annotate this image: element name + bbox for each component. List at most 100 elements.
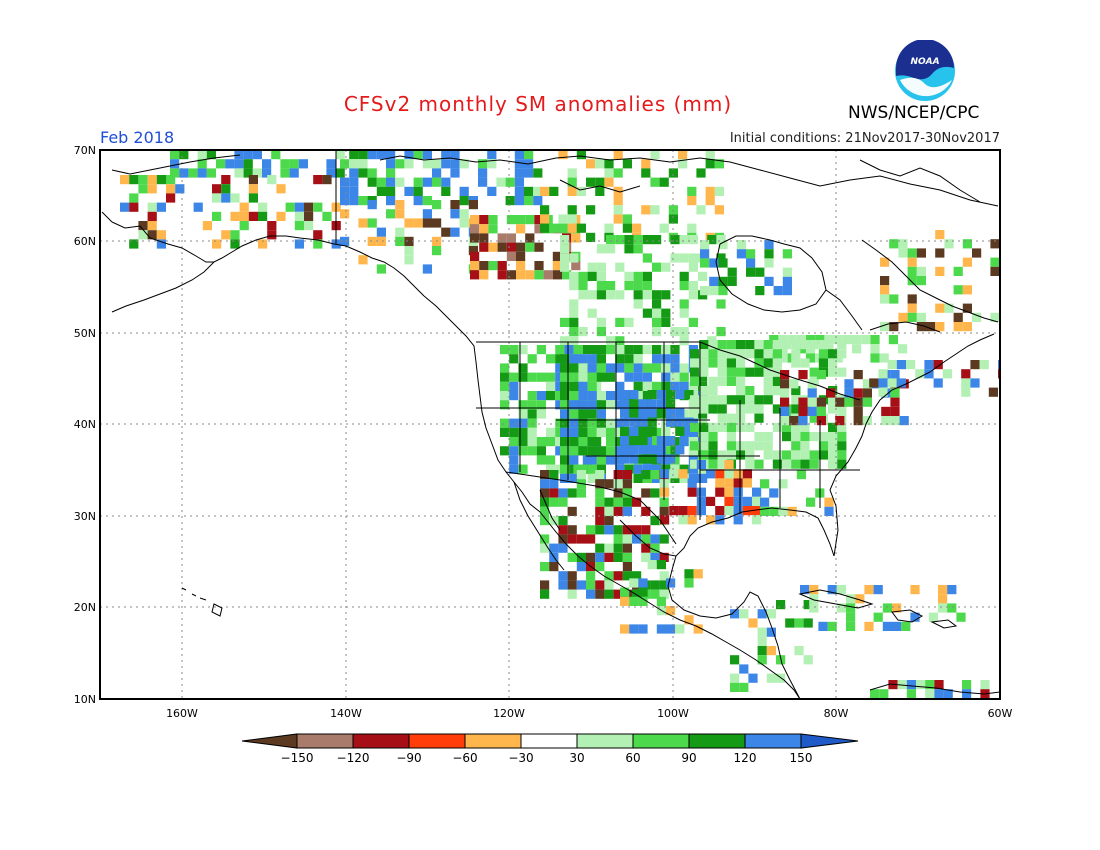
anomaly-cell [864, 585, 874, 595]
anomaly-cells [120, 150, 1000, 699]
anomaly-cell [386, 168, 396, 178]
anomaly-cell [170, 150, 180, 160]
colorbar-box [744, 733, 802, 749]
anomaly-cell [276, 184, 286, 194]
anomaly-cell [404, 159, 414, 169]
anomaly-cell [478, 177, 488, 187]
anomaly-cell [518, 437, 528, 447]
anomaly-cell [604, 580, 614, 590]
anomaly-cell [754, 459, 764, 469]
anomaly-cell [243, 159, 253, 169]
gridlines [100, 150, 1000, 699]
anomaly-cell [670, 327, 680, 337]
anomaly-cell [836, 585, 846, 595]
anomaly-cell [518, 400, 528, 410]
anomaly-cell [763, 358, 773, 368]
anomaly-cell [613, 488, 623, 498]
anomaly-cell [764, 240, 774, 250]
anomaly-cell [633, 363, 643, 373]
anomaly-cell [376, 150, 386, 160]
anomaly-cell [606, 363, 616, 373]
anomaly-cell [650, 150, 660, 160]
anomaly-cell [824, 506, 834, 516]
anomaly-cell [459, 209, 469, 219]
anomaly-cell [772, 376, 782, 386]
anomaly-cell [717, 340, 727, 350]
anomaly-cell [285, 202, 295, 212]
anomaly-cell [595, 159, 605, 169]
anomaly-cell [595, 470, 605, 480]
anomaly-cell [726, 340, 736, 350]
anomaly-cell [613, 168, 623, 178]
anomaly-cell [376, 177, 386, 187]
anomaly-cell [907, 266, 917, 276]
anomaly-cell [479, 261, 489, 271]
anomaly-cell [413, 150, 423, 160]
anomaly-cell [924, 369, 934, 379]
anomaly-cell [536, 345, 546, 355]
colorbar-right-arrow [800, 733, 859, 749]
anomaly-cell [633, 281, 643, 291]
anomaly-cell [666, 454, 676, 464]
anomaly-cell [828, 404, 838, 414]
anomaly-cell [755, 286, 765, 296]
anomaly-cell [807, 406, 817, 416]
anomaly-cell [567, 223, 577, 233]
anomaly-cell [596, 354, 606, 364]
anomaly-cell [688, 409, 698, 419]
anomaly-cell [755, 267, 765, 277]
anomaly-cell [335, 168, 345, 178]
anomaly-cell [708, 376, 718, 386]
anomaly-cell [828, 459, 838, 469]
anomaly-cell [656, 624, 666, 634]
anomaly-cell [659, 177, 669, 187]
anomaly-cell [873, 585, 883, 595]
anomaly-cell [578, 281, 588, 291]
anomaly-cell [500, 381, 510, 391]
anomaly-cell [258, 202, 268, 212]
anomaly-cell [558, 580, 568, 590]
anomaly-cell [652, 235, 662, 245]
anomaly-cell [540, 223, 550, 233]
anomaly-cell [500, 363, 510, 373]
anomaly-cell [670, 446, 680, 456]
anomaly-cell [666, 390, 676, 400]
anomaly-cell [852, 344, 862, 354]
anomaly-cell [736, 422, 746, 432]
anomaly-cell [638, 454, 648, 464]
anomaly-cell [754, 395, 764, 405]
anomaly-cell [826, 388, 836, 398]
anomaly-cell [555, 464, 565, 474]
anomaly-cell [748, 673, 758, 683]
anomaly-cell [742, 506, 752, 516]
anomaly-cell [525, 242, 535, 252]
anomaly-cell [576, 186, 586, 196]
anomaly-cell [506, 270, 516, 280]
anomaly-cell [724, 487, 734, 497]
anomaly-cell [809, 603, 819, 613]
anomaly-cell [708, 450, 718, 460]
anomaly-cell [527, 354, 537, 364]
anomaly-cell [763, 376, 773, 386]
anomaly-cell [166, 175, 176, 185]
anomaly-cell [497, 270, 507, 280]
anomaly-cell [898, 344, 908, 354]
anomaly-cell [340, 236, 350, 246]
anomaly-cell [726, 358, 736, 368]
anomaly-cell [666, 417, 676, 427]
anomaly-cell [441, 150, 451, 160]
anomaly-cell [661, 427, 671, 437]
anomaly-cell [587, 437, 597, 447]
anomaly-cell [675, 408, 685, 418]
anomaly-cell [555, 345, 565, 355]
anomaly-cell [615, 262, 625, 272]
anomaly-cell [803, 618, 813, 628]
anomaly-cell [700, 249, 710, 259]
anomaly-cell [567, 186, 577, 196]
colorbar-box [464, 733, 522, 749]
anomaly-cell [870, 353, 880, 363]
anomaly-cell [518, 409, 528, 419]
colorbar-box [352, 733, 410, 749]
anomaly-cell [907, 276, 917, 286]
